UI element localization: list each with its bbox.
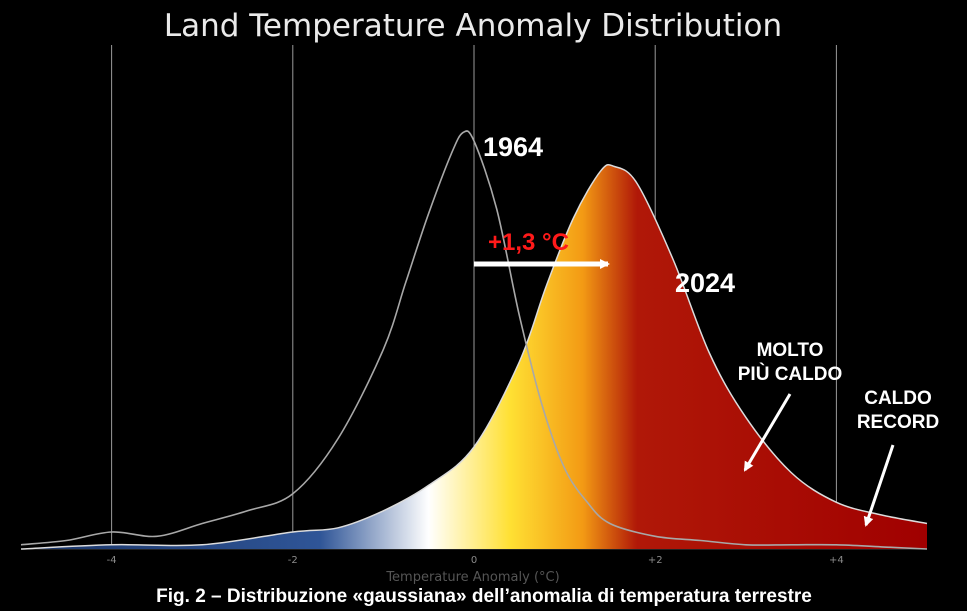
series-1964-line (20, 130, 928, 550)
chart-title: Land Temperature Anomaly Distribution (164, 8, 782, 44)
series-1964-label: 1964 (483, 132, 543, 162)
x-tick-labels: -4 -2 0 +2 +4 (107, 555, 844, 566)
figure-caption: Fig. 2 – Distribuzione «gaussiana» dell’… (156, 586, 812, 607)
x-tick-label: -4 (107, 555, 117, 566)
series-2024-outline (20, 163, 928, 550)
series-2024-fill (21, 164, 927, 549)
x-tick-label: 0 (471, 555, 477, 566)
x-axis-label: Temperature Anomaly (°C) (385, 570, 559, 585)
x-tick-label: +4 (829, 555, 844, 566)
shift-label: +1,3 °C (488, 229, 569, 256)
record-arrow (863, 444, 895, 527)
record-label-line2: RECORD (857, 412, 939, 433)
molto-label-line2: PIÙ CALDO (738, 363, 843, 385)
molto-arrow (743, 393, 792, 472)
series-2024-label: 2024 (675, 268, 735, 298)
series-1964-curve (20, 130, 928, 550)
x-tick-label: +2 (648, 555, 663, 566)
series-2024-area (20, 163, 928, 550)
molto-label-line1: MOLTO (757, 340, 824, 361)
record-label-line1: CALDO (864, 388, 932, 409)
x-tick-label: -2 (288, 555, 298, 566)
